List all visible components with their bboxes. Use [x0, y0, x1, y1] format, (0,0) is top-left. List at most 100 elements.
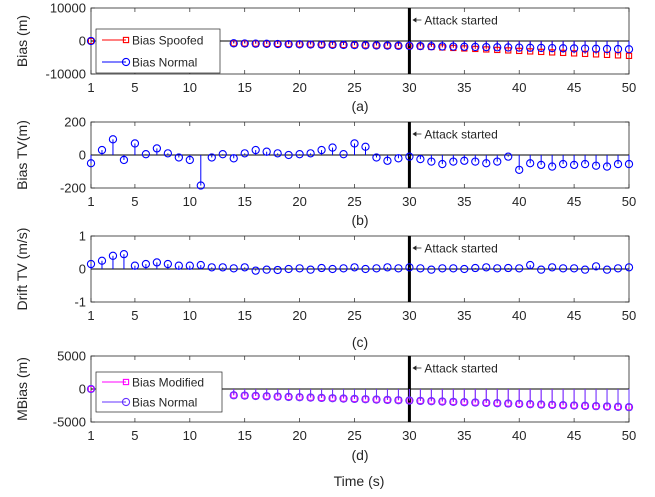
data-point: [273, 265, 282, 275]
data-point: [339, 150, 348, 159]
data-point: [613, 264, 623, 273]
legend-box: [95, 28, 221, 74]
data-point: [504, 152, 513, 161]
data-point: [504, 399, 513, 408]
data-point: [405, 152, 414, 161]
x-tick-label: 10: [183, 308, 197, 323]
data-point: [624, 402, 634, 412]
data-point: [306, 265, 315, 274]
annotation-text: Attack started: [424, 362, 497, 376]
data-point: [295, 393, 304, 402]
data-point: [361, 395, 370, 404]
data-point: [602, 402, 612, 411]
y-tick-label: 0: [79, 34, 86, 49]
x-tick-label: 30: [402, 308, 416, 323]
data-point: [569, 44, 579, 53]
data-point: [580, 265, 590, 274]
data-point: [416, 396, 425, 406]
time-axis-label: Time (s): [334, 473, 385, 489]
data-point: [537, 400, 546, 409]
x-tick-label: 10: [183, 80, 197, 95]
x-tick-label: 20: [292, 80, 306, 95]
x-tick-label: 20: [292, 428, 306, 443]
data-point: [262, 265, 271, 274]
data-point: [471, 398, 480, 407]
data-point: [405, 41, 414, 51]
data-point: [350, 394, 359, 404]
x-tick-label: 15: [237, 80, 251, 95]
data-point: [284, 39, 293, 49]
data-point: [427, 397, 436, 406]
data-point: [372, 153, 381, 162]
data-point: [328, 394, 337, 403]
series-1: [86, 135, 634, 190]
data-point: [185, 155, 194, 165]
x-tick-label: 35: [457, 80, 471, 95]
x-tick-label: 35: [457, 428, 471, 443]
legend-label: Bias Normal: [132, 396, 197, 410]
data-point: [515, 399, 524, 408]
data-point: [262, 39, 271, 48]
data-point: [262, 392, 271, 401]
data-point: [493, 264, 502, 273]
legend-label: Bias Spoofed: [132, 34, 203, 48]
data-point: [548, 49, 556, 56]
panel-label: (d): [351, 447, 368, 463]
data-point: [438, 397, 447, 406]
y-tick-label: 10000: [50, 1, 86, 16]
x-tick-label: 5: [131, 428, 138, 443]
data-point: [558, 159, 568, 169]
data-point: [339, 40, 348, 50]
x-tick-label: 15: [237, 428, 251, 443]
data-point: [196, 260, 205, 270]
x-tick-label: 20: [292, 194, 306, 209]
data-point: [141, 259, 151, 269]
data-point: [613, 44, 623, 54]
data-point: [383, 263, 392, 272]
data-point: [493, 399, 502, 408]
x-tick-label: 40: [512, 194, 526, 209]
data-point: [427, 265, 436, 274]
data-point: [383, 395, 392, 405]
data-point: [482, 398, 491, 408]
data-point: [295, 264, 304, 273]
data-point: [130, 261, 140, 270]
x-tick-label: 30: [402, 194, 416, 209]
data-point: [86, 36, 96, 46]
data-point: [449, 264, 458, 273]
data-point: [152, 144, 162, 153]
data-point: [284, 392, 293, 402]
data-point: [273, 39, 282, 49]
data-point: [86, 159, 96, 168]
x-tick-label: 5: [131, 80, 138, 95]
data-point: [295, 40, 304, 49]
data-point: [591, 402, 601, 411]
data-point: [251, 266, 260, 275]
data-point: [394, 396, 403, 405]
x-tick-label: 25: [347, 308, 361, 323]
x-tick-label: 45: [567, 308, 581, 323]
x-tick-label: 25: [347, 194, 361, 209]
data-point: [591, 262, 601, 271]
x-tick-label: 1: [87, 194, 94, 209]
data-point: [372, 395, 381, 404]
data-point: [328, 143, 337, 152]
y-tick-label: -5000: [53, 415, 86, 430]
y-axis-label: Bias TV(m): [14, 120, 30, 190]
data-point: [196, 181, 205, 190]
data-point: [569, 401, 579, 410]
data-point: [624, 45, 634, 54]
data-point: [537, 265, 546, 274]
data-point: [526, 400, 535, 409]
data-point: [284, 264, 293, 274]
data-point: [339, 264, 348, 273]
data-point: [394, 154, 403, 163]
x-tick-label: 30: [402, 80, 416, 95]
data-point: [405, 396, 414, 405]
legend: Bias Modified Bias Normal: [95, 371, 223, 413]
x-tick-label: 10: [183, 428, 197, 443]
data-point: [438, 159, 447, 169]
data-point: [163, 259, 173, 269]
